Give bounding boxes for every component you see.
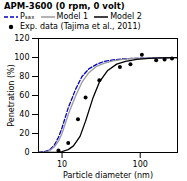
svg-text:Penetration (%): Penetration (%) [7, 64, 16, 127]
svg-text:120: 120 [14, 34, 29, 43]
svg-text:Particle diameter (nm): Particle diameter (nm) [63, 171, 153, 180]
svg-text:0: 0 [24, 148, 29, 157]
svg-text:60: 60 [19, 91, 29, 100]
svg-text:100: 100 [14, 53, 29, 62]
html-text:Model 2: Model 2 [110, 12, 142, 21]
svg-text:100: 100 [133, 160, 148, 169]
html-text:Model 1: Model 1 [56, 12, 89, 21]
svg-text:80: 80 [19, 72, 29, 81]
html-text:Exp. data (Tajima et al., 2011: Exp. data (Tajima et al., 2011) [20, 22, 141, 31]
html-text:APM-3600 (0 rpm, 0 volt): APM-3600 (0 rpm, 0 volt) [4, 1, 125, 11]
html-text:Pₛₐₓ: Pₛₐₓ [20, 12, 35, 21]
svg-text:10: 10 [57, 160, 67, 169]
svg-text:40: 40 [19, 110, 29, 119]
svg-text:20: 20 [19, 129, 29, 138]
